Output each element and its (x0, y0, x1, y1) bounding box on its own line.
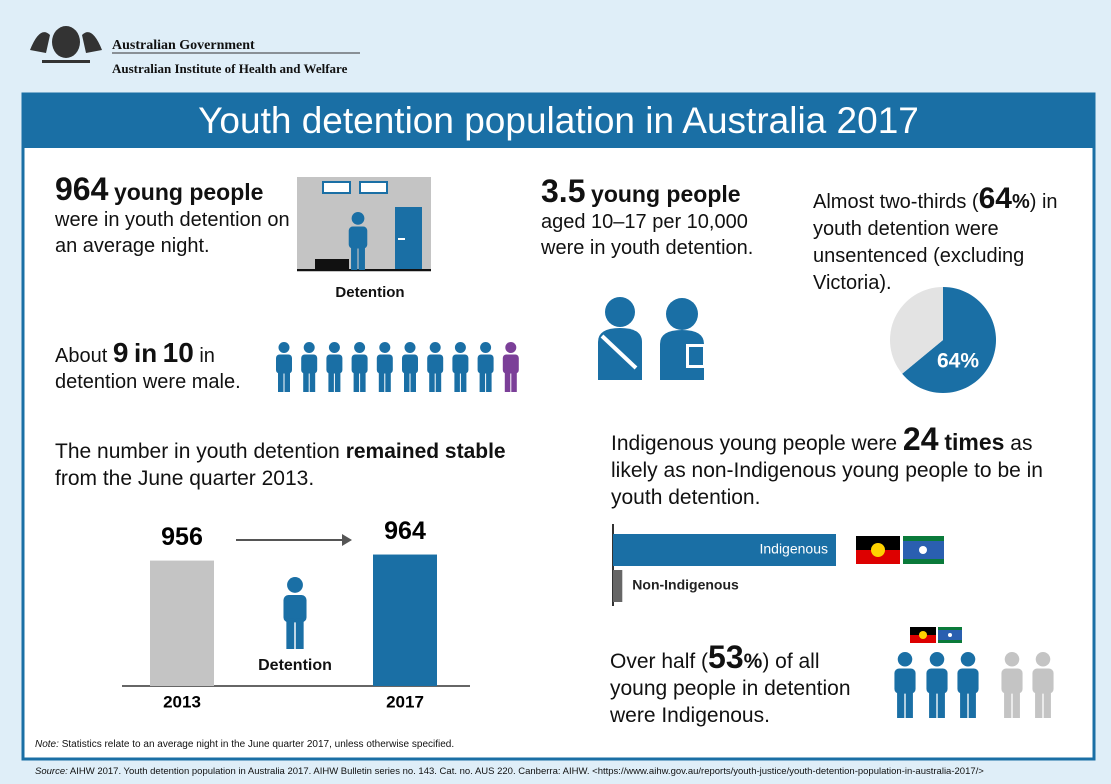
source: Source: AIHW 2017. Youth detention popul… (35, 765, 984, 779)
title: Youth detention population in Australia … (198, 100, 919, 141)
category-label: 2017 (386, 692, 424, 711)
stat: 3.5 (541, 173, 586, 209)
text: as likely as non-Indigenous young people… (611, 432, 1043, 509)
bar (613, 534, 836, 566)
bar (150, 560, 214, 686)
stat: 24 (902, 421, 939, 457)
title-banner (23, 94, 1094, 148)
pie-slice (902, 287, 997, 393)
note-text: Statistics relate to an average night in… (61, 739, 455, 750)
crest (30, 26, 102, 63)
text: ) of all young people in detention were … (610, 650, 851, 727)
text: from the June quarter 2013. (55, 467, 315, 490)
org-name: Australian Institute of Health and Welfa… (112, 61, 348, 76)
stat-unit: times (944, 429, 1005, 455)
person-icon (926, 652, 948, 718)
unsentenced-text: Almost two-thirds (64%) in youth detenti… (813, 182, 1073, 297)
person-icon (301, 342, 318, 392)
person-icon (957, 652, 979, 718)
text: Indigenous young people were (611, 432, 898, 455)
detention-text: 964 young people were in youth detention … (55, 173, 295, 259)
stat: 53 (708, 639, 744, 675)
person-icon (348, 212, 368, 270)
arrow-head (342, 534, 352, 546)
image-label: Detention (258, 657, 332, 674)
stat: in (133, 338, 158, 368)
person-icon (351, 342, 368, 392)
stat-sign: % (1011, 191, 1030, 213)
value-label: 964 (384, 517, 426, 545)
trend-text: The number in youth detention remained s… (55, 438, 555, 492)
stat: 10 (162, 337, 194, 368)
person-icon (402, 342, 418, 392)
stat-sign: % (743, 650, 763, 673)
text: Almost two-thirds ( (813, 191, 979, 213)
person-icon (502, 342, 519, 392)
org-name: Australian Government (112, 38, 255, 53)
indigenous-text: Indigenous young people were 24 times as… (611, 423, 1061, 511)
note: Note: Statistics relate to an average ni… (35, 738, 454, 752)
person-icon (276, 342, 292, 392)
source-label: Source: (35, 766, 68, 777)
text: detention were male. (55, 371, 241, 393)
person-icon (376, 342, 393, 392)
source-text: AIHW 2017. Youth detention population in… (69, 766, 984, 777)
stat: 964 (55, 171, 109, 207)
text: The number in youth detention (55, 440, 340, 463)
stat: 64 (978, 182, 1012, 215)
sex-text: About 9 in 10 in detention were male. (55, 337, 285, 395)
value-label: 64% (937, 350, 979, 373)
youth-icons (598, 297, 706, 380)
emphasis: remained stable (345, 440, 506, 463)
text: Over half ( (610, 650, 709, 673)
bar (613, 570, 623, 602)
person-icon (326, 342, 343, 392)
person-icon (1032, 652, 1054, 718)
stat-text: aged 10–17 per 10,000 were in youth dete… (541, 211, 754, 259)
text: in (199, 345, 215, 367)
category-label: Indigenous (759, 541, 828, 557)
text: About (55, 345, 108, 367)
person-icon (894, 652, 916, 718)
person-icon (1001, 652, 1023, 718)
flags (856, 536, 962, 643)
stat-unit: young people (113, 179, 264, 205)
stat: 9 (112, 337, 129, 368)
text: ) in youth detention were unsentenced (e… (813, 191, 1058, 294)
person-icon (283, 577, 307, 649)
pie-slice (889, 287, 943, 374)
note-label: Note: (35, 739, 59, 750)
bar (373, 554, 437, 686)
category-label: 2013 (163, 692, 201, 711)
category-label: Non-Indigenous (632, 577, 739, 593)
person-icon (427, 342, 444, 392)
stat-unit: young people (591, 181, 741, 207)
image-label: Detention (335, 284, 405, 301)
rate-text: 3.5 young people aged 10–17 per 10,000 we… (541, 175, 791, 261)
person-icon (452, 342, 469, 392)
value-label: 956 (161, 523, 203, 551)
person-icon (477, 342, 494, 392)
stat-text: were in youth detention on an average ni… (55, 209, 290, 257)
half-text: Over half (53%) of all young people in d… (610, 641, 860, 729)
